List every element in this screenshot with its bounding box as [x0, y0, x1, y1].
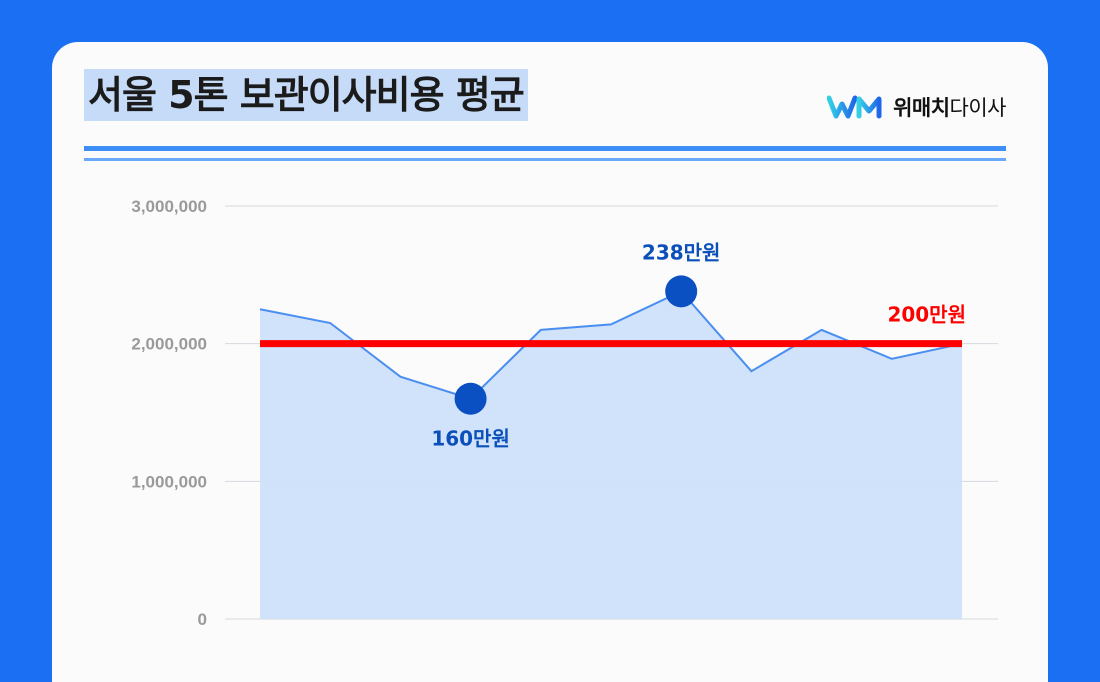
y-tick-label: 1,000,000 — [131, 472, 207, 491]
average-label: 200만원 — [887, 303, 966, 327]
y-tick-label: 2,000,000 — [131, 335, 207, 354]
highlight-marker — [454, 382, 487, 415]
highlight-label: 160만원 — [431, 427, 510, 451]
area-fill — [260, 291, 962, 619]
series-line — [259, 290, 963, 400]
header-rule-thick — [84, 146, 1006, 151]
highlight-marker — [665, 275, 698, 308]
brand-logo: 위매치다이사 — [827, 92, 1007, 122]
page-title: 서울 5톤 보관이사비용 평균 — [88, 73, 525, 117]
title-highlight: 서울 5톤 보관이사비용 평균 — [84, 69, 528, 121]
y-tick-label: 0 — [198, 610, 207, 629]
brand-name-bold: 위매치 — [893, 96, 950, 120]
header-rule-thin — [84, 158, 1006, 161]
y-tick-label: 3,000,000 — [131, 197, 207, 216]
brand-name-rest: 다이사 — [949, 96, 1007, 120]
wm-logo-icon — [827, 95, 882, 119]
highlight-label: 238만원 — [642, 240, 721, 264]
brand-name: 위매치다이사 — [893, 92, 1006, 122]
